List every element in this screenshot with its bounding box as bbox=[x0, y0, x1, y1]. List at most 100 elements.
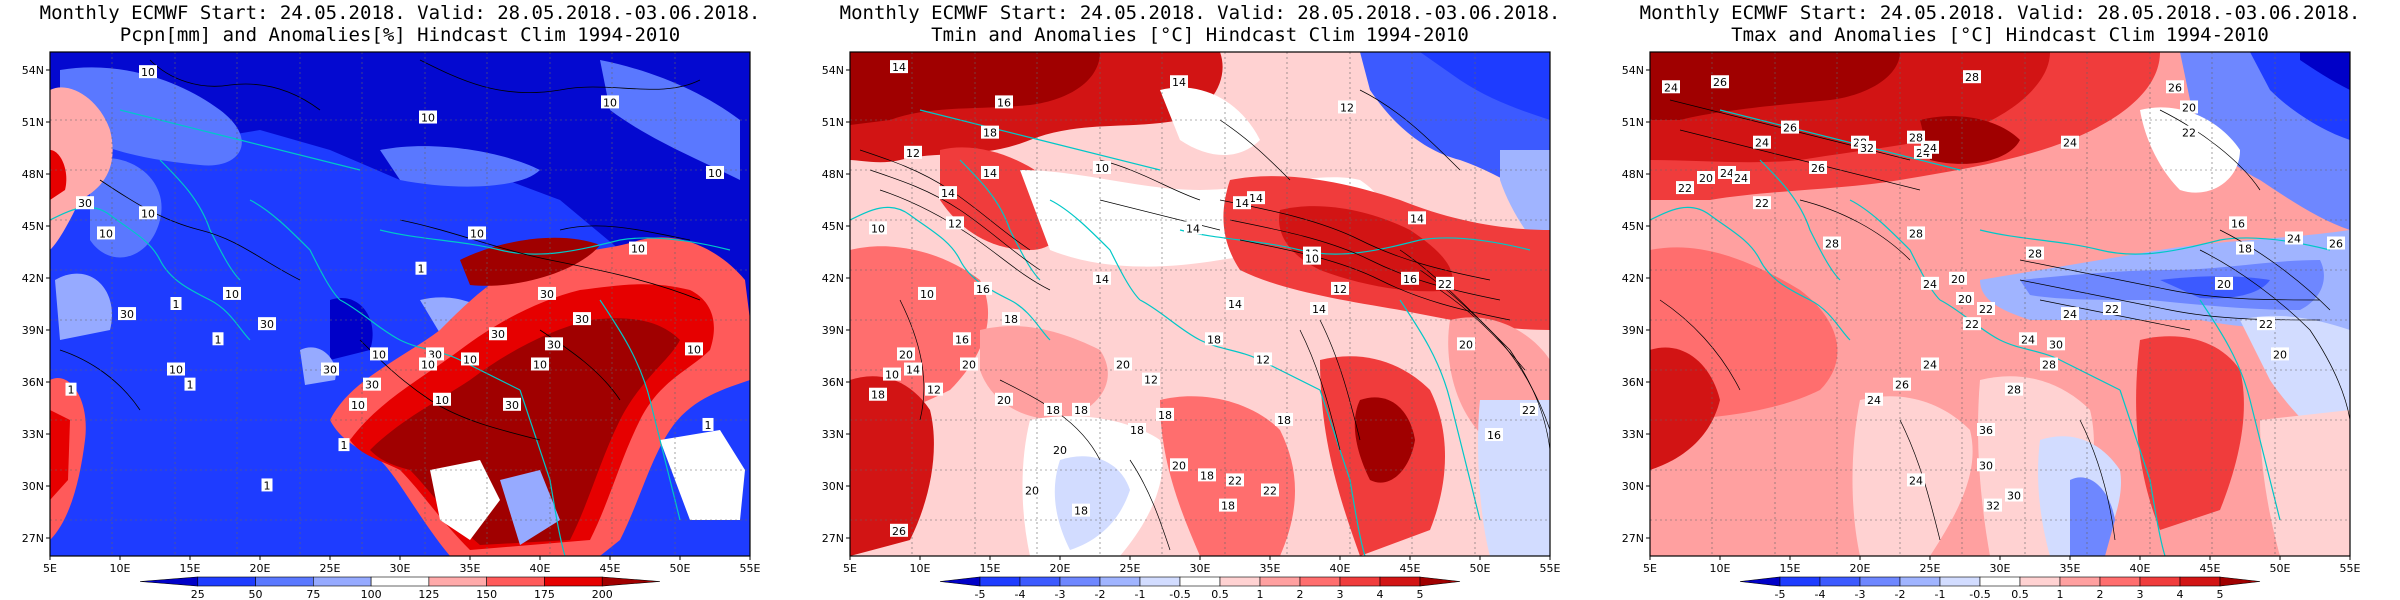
colorbar-swatch bbox=[2179, 576, 2221, 587]
lat-tick-label: 30N bbox=[822, 480, 844, 493]
svg-text:10: 10 bbox=[351, 399, 365, 412]
svg-text:18: 18 bbox=[1207, 333, 1221, 346]
contour-label: 18 bbox=[981, 125, 999, 140]
svg-text:28: 28 bbox=[1965, 71, 1979, 84]
colorbar-label: 3 bbox=[1337, 588, 1344, 600]
contour-label: 24 bbox=[1662, 80, 1680, 94]
colorbar-swatch bbox=[1299, 576, 1341, 587]
colorbar-swatch bbox=[1419, 576, 1461, 587]
lon-tick-label: 50E bbox=[1470, 562, 1491, 575]
lat-tick-label: 51N bbox=[1622, 116, 1644, 129]
lon-tick-label: 10E bbox=[1710, 562, 1731, 575]
svg-text:16: 16 bbox=[1487, 429, 1501, 442]
contour-label: 16 bbox=[953, 332, 971, 346]
svg-text:10: 10 bbox=[603, 96, 617, 109]
contour-label: 22 bbox=[2180, 125, 2198, 140]
contour-label: 14 bbox=[1226, 297, 1244, 311]
svg-text:22: 22 bbox=[1678, 182, 1692, 195]
colorbar-label: 1 bbox=[1257, 588, 1264, 600]
colorbar-label: 25 bbox=[191, 588, 205, 600]
lon-tick-label: 55E bbox=[740, 562, 761, 575]
svg-text:18: 18 bbox=[1277, 414, 1291, 427]
colorbar-swatch bbox=[139, 576, 199, 587]
svg-text:18: 18 bbox=[1004, 313, 1018, 326]
contour-label: 24 bbox=[1921, 357, 1939, 371]
svg-text:24: 24 bbox=[1923, 278, 1937, 291]
svg-text:14: 14 bbox=[1312, 303, 1326, 316]
colorbar-label: -5 bbox=[975, 588, 986, 600]
svg-text:1: 1 bbox=[68, 384, 75, 397]
lat-tick-label: 36N bbox=[1622, 376, 1644, 389]
lat-tick-label: 30N bbox=[1622, 480, 1644, 493]
contour-label: 16 bbox=[995, 95, 1013, 109]
svg-text:20: 20 bbox=[2273, 348, 2287, 361]
svg-text:18: 18 bbox=[1074, 404, 1088, 417]
colorbar-swatch bbox=[2139, 576, 2181, 587]
contour-label: 10 bbox=[461, 352, 479, 366]
colorbar-swatch bbox=[1819, 576, 1861, 587]
panel-title-line1: Monthly ECMWF Start: 24.05.2018. Valid: … bbox=[39, 2, 761, 24]
svg-text:26: 26 bbox=[2329, 238, 2343, 251]
svg-text:14: 14 bbox=[983, 167, 997, 180]
lat-tick-label: 33N bbox=[22, 428, 44, 441]
svg-text:30: 30 bbox=[2049, 338, 2063, 351]
svg-text:20: 20 bbox=[1951, 273, 1965, 286]
contour-label: 16 bbox=[1401, 271, 1419, 286]
contour-label: 10 bbox=[1093, 160, 1111, 175]
svg-text:28: 28 bbox=[1909, 227, 1923, 240]
svg-text:36: 36 bbox=[1979, 424, 1993, 437]
svg-text:14: 14 bbox=[941, 187, 955, 200]
contour-label: 14 bbox=[1233, 196, 1251, 210]
panel-title-line2: Tmin and Anomalies [°C] Hindcast Clim 19… bbox=[931, 24, 1469, 46]
contour-label: 30 bbox=[2005, 488, 2023, 503]
svg-text:10: 10 bbox=[1305, 253, 1319, 266]
colorbar-label: -4 bbox=[1815, 588, 1826, 600]
svg-text:20: 20 bbox=[2182, 101, 2196, 114]
contour-label: 30 bbox=[258, 317, 276, 331]
svg-text:14: 14 bbox=[892, 61, 906, 74]
contour-label: 20 bbox=[1170, 458, 1188, 472]
svg-text:14: 14 bbox=[1172, 76, 1186, 89]
contour-label: 30 bbox=[2047, 337, 2065, 351]
contour-label: 30 bbox=[503, 397, 521, 412]
contour-label: 14 bbox=[981, 165, 999, 180]
svg-text:10: 10 bbox=[421, 358, 435, 371]
colorbar-label: -5 bbox=[1775, 588, 1786, 600]
contour-label: 24 bbox=[2061, 135, 2079, 150]
svg-text:30: 30 bbox=[547, 338, 561, 351]
contour-label: 14 bbox=[1184, 221, 1202, 235]
svg-text:20: 20 bbox=[962, 358, 976, 371]
contour-label: 10 bbox=[883, 367, 901, 382]
contour-label: 10 bbox=[531, 357, 549, 371]
colorbar-swatch bbox=[1779, 576, 1821, 587]
panel-title-line2: Pcpn[mm] and Anomalies[%] Hindcast Clim … bbox=[119, 24, 681, 46]
contour-label: 12 bbox=[904, 145, 922, 160]
svg-text:1: 1 bbox=[187, 379, 194, 392]
contour-label: 30 bbox=[118, 307, 136, 321]
svg-text:22: 22 bbox=[2105, 303, 2119, 316]
contour-label: 1 bbox=[170, 297, 182, 311]
svg-text:12: 12 bbox=[1333, 283, 1347, 296]
lat-tick-label: 48N bbox=[22, 168, 44, 181]
panel-tmax: Monthly ECMWF Start: 24.05.2018. Valid: … bbox=[1600, 0, 2400, 600]
lat-tick-label: 42N bbox=[1622, 272, 1644, 285]
panel-title-line1: Monthly ECMWF Start: 24.05.2018. Valid: … bbox=[1639, 2, 2361, 24]
svg-text:24: 24 bbox=[1909, 474, 1923, 487]
lat-tick-label: 27N bbox=[22, 532, 44, 545]
svg-text:22: 22 bbox=[2259, 318, 2273, 331]
lat-tick-label: 42N bbox=[22, 272, 44, 285]
svg-text:12: 12 bbox=[1340, 101, 1354, 114]
svg-text:22: 22 bbox=[1228, 474, 1242, 487]
svg-text:26: 26 bbox=[2168, 81, 2182, 94]
svg-text:20: 20 bbox=[997, 394, 1011, 407]
svg-text:10: 10 bbox=[99, 227, 113, 240]
colorbar-label: -0.5 bbox=[1969, 588, 1990, 600]
contour-label: 26 bbox=[1809, 160, 1827, 175]
contour-label: 22 bbox=[1436, 276, 1454, 291]
svg-text:10: 10 bbox=[708, 167, 722, 180]
svg-text:20: 20 bbox=[1053, 444, 1067, 457]
panel-title-line2: Tmax and Anomalies [°C] Hindcast Clim 19… bbox=[1731, 24, 2269, 46]
contour-label: 20 bbox=[1114, 357, 1132, 371]
lon-tick-label: 55E bbox=[2340, 562, 2361, 575]
contour-label: 12 bbox=[1254, 352, 1272, 366]
